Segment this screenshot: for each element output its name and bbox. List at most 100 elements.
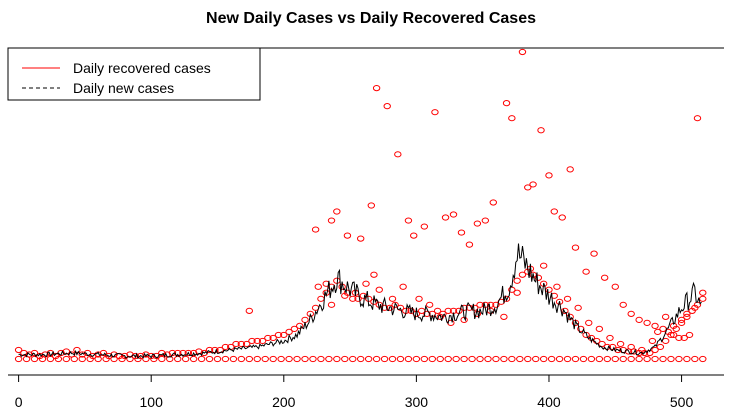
recovered-point — [325, 355, 333, 363]
recovered-point — [616, 340, 625, 348]
recovered-point — [611, 355, 619, 363]
recovered-point — [412, 355, 421, 363]
x-tick-label: 500 — [670, 394, 694, 410]
recovered-point — [574, 304, 582, 311]
recovered-point — [677, 316, 686, 323]
recovered-point — [571, 244, 580, 251]
recovered-point — [603, 355, 612, 363]
recovered-point — [229, 355, 238, 363]
recovered-point — [118, 355, 126, 363]
recovered-point — [441, 214, 450, 221]
recovered-point — [699, 289, 707, 296]
recovered-point — [561, 307, 569, 314]
recovered-point — [333, 355, 341, 363]
recovered-point — [205, 346, 214, 354]
recovered-point — [643, 355, 651, 363]
recovered-point — [513, 289, 521, 296]
recovered-point — [683, 355, 691, 363]
recovered-point — [486, 301, 495, 308]
recovered-point — [184, 349, 193, 357]
legend-label-new-cases: Daily new cases — [73, 80, 174, 96]
recovered-point — [693, 115, 702, 122]
recovered-point — [62, 348, 71, 355]
recovered-point — [563, 355, 572, 363]
recovered-point — [627, 343, 635, 351]
recovered-point — [683, 313, 691, 320]
recovered-point — [452, 355, 460, 363]
recovered-point — [150, 355, 158, 363]
recovered-point — [550, 208, 558, 215]
recovered-point — [30, 355, 39, 363]
recovered-point — [372, 85, 381, 92]
recovered-point — [341, 355, 349, 363]
recovered-point — [481, 217, 490, 224]
recovered-point — [404, 217, 413, 224]
recovered-point — [197, 355, 206, 363]
legend-label-recovered: Daily recovered cases — [73, 60, 211, 76]
recovered-point — [158, 355, 166, 363]
recovered-point — [269, 334, 277, 342]
recovered-point — [232, 340, 240, 348]
recovered-point — [513, 277, 521, 284]
recovered-point — [253, 337, 261, 345]
recovered-point — [516, 355, 524, 363]
recovered-point — [685, 331, 694, 339]
recovered-point — [545, 286, 553, 293]
recovered-point — [492, 301, 500, 308]
recovered-point — [86, 355, 94, 363]
recovered-point — [587, 355, 596, 363]
chart-title: New Daily Cases vs Daily Recovered Cases — [206, 10, 536, 27]
recovered-point — [380, 355, 389, 363]
recovered-point — [237, 355, 246, 363]
recovered-point — [518, 48, 527, 56]
recovered-point — [261, 355, 269, 363]
recovered-point — [327, 217, 336, 224]
recovered-point — [174, 355, 182, 363]
recovered-point — [473, 220, 482, 227]
recovered-point — [364, 355, 373, 363]
recovered-point — [537, 127, 545, 134]
recovered-point — [189, 349, 198, 357]
recovered-point — [508, 355, 516, 363]
recovered-point — [539, 262, 548, 269]
recovered-point — [590, 250, 598, 257]
recovered-point — [500, 355, 508, 363]
x-tick-label: 300 — [405, 394, 429, 410]
recovered-point — [181, 355, 190, 363]
recovered-point — [529, 181, 537, 188]
recovered-point — [518, 271, 527, 278]
recovered-point — [301, 316, 309, 323]
x-tick-label: 200 — [272, 394, 296, 410]
recovered-point — [651, 346, 659, 354]
recovered-point — [659, 325, 667, 332]
recovered-point — [566, 166, 574, 173]
recovered-point — [258, 337, 267, 345]
recovered-point — [189, 355, 198, 363]
recovered-point — [595, 355, 604, 363]
recovered-point — [367, 202, 376, 209]
recovered-point — [317, 355, 325, 363]
recovered-point — [415, 295, 423, 302]
recovered-point — [436, 313, 444, 320]
recovered-point — [126, 355, 134, 363]
recovered-point — [362, 280, 370, 287]
recovered-point — [341, 292, 349, 299]
recovered-point — [158, 349, 166, 357]
recovered-point — [677, 319, 686, 326]
recovered-point — [14, 346, 23, 354]
recovered-point — [245, 355, 254, 363]
legend: Daily recovered cases Daily new cases — [7, 47, 261, 101]
recovered-point — [606, 334, 614, 342]
recovered-point — [465, 241, 474, 248]
new-cases-line — [18, 243, 702, 360]
recovered-point — [627, 310, 635, 317]
recovered-point — [699, 355, 707, 363]
recovered-point — [433, 307, 442, 314]
recovered-point — [301, 355, 309, 363]
recovered-point — [73, 346, 81, 354]
recovered-point — [425, 301, 434, 308]
recovered-point — [372, 355, 381, 363]
recovered-point — [598, 340, 606, 348]
recovered-point — [309, 355, 317, 363]
recovered-point — [311, 226, 320, 233]
